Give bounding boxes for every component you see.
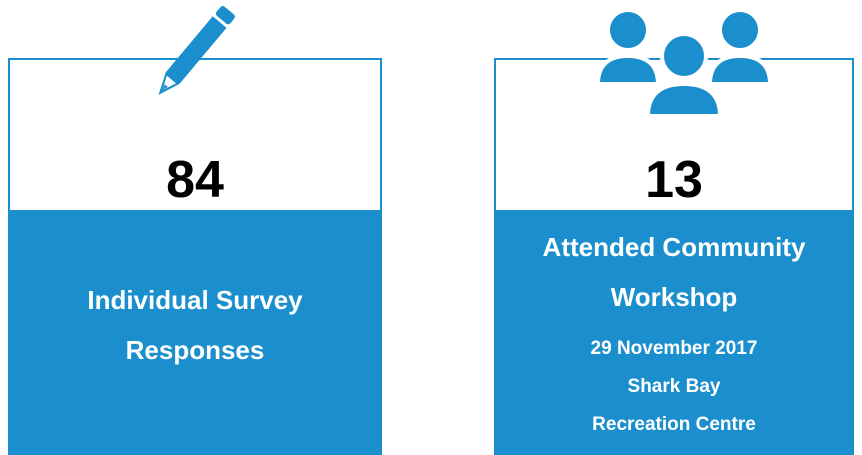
detail-line: Recreation Centre (592, 414, 756, 435)
label-line: Responses (125, 335, 265, 365)
people-icon (596, 8, 772, 118)
stat-number: 84 (166, 151, 224, 209)
card-bottom: Individual Survey Responses (10, 210, 380, 455)
label-line: Attended Community (542, 232, 806, 262)
card-top: 13 (496, 60, 852, 210)
card-bottom: Attended Community Workshop 29 November … (496, 210, 852, 455)
card-top: 84 (10, 60, 380, 210)
label: Individual Survey Responses (10, 210, 380, 375)
stat-number: 13 (645, 151, 703, 209)
label-line: Workshop (610, 282, 738, 312)
detail-line: Shark Bay (627, 376, 721, 397)
label-line: Individual Survey (87, 285, 303, 315)
pencil-icon (158, 6, 235, 95)
detail-line: 29 November 2017 (590, 338, 758, 359)
details: 29 November 2017 Shark Bay Recreation Ce… (496, 322, 852, 444)
card: 13 Attended Community Workshop 29 Novemb… (494, 58, 854, 455)
label: Attended Community Workshop (496, 210, 852, 322)
card: 84 Individual Survey Responses (8, 58, 382, 455)
